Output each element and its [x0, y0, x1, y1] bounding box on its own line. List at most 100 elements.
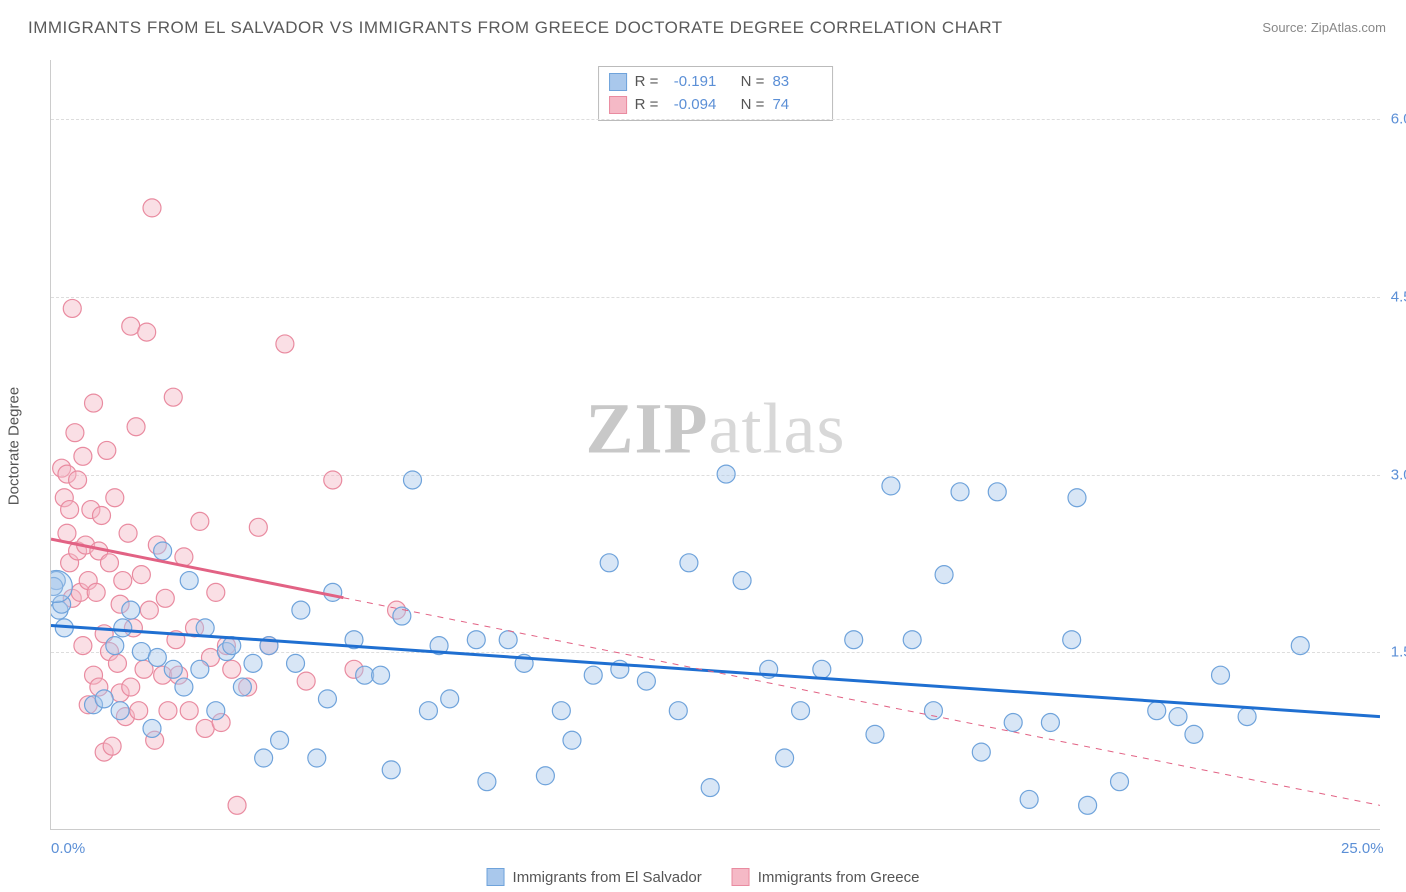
data-point: [903, 631, 921, 649]
data-point: [393, 607, 411, 625]
data-point: [87, 583, 105, 601]
data-point: [122, 317, 140, 335]
data-point: [223, 660, 241, 678]
data-point: [138, 323, 156, 341]
data-point: [228, 796, 246, 814]
data-point: [164, 388, 182, 406]
legend-swatch: [487, 868, 505, 886]
data-point: [196, 719, 214, 737]
data-point: [58, 524, 76, 542]
data-point: [1238, 708, 1256, 726]
data-point: [1169, 708, 1187, 726]
data-point: [156, 589, 174, 607]
data-point: [249, 518, 267, 536]
data-point: [536, 767, 554, 785]
data-point: [1063, 631, 1081, 649]
data-point: [680, 554, 698, 572]
data-point: [701, 779, 719, 797]
data-point: [552, 702, 570, 720]
data-point: [180, 702, 198, 720]
data-point: [207, 702, 225, 720]
chart-title: IMMIGRANTS FROM EL SALVADOR VS IMMIGRANT…: [28, 18, 1003, 38]
data-point: [717, 465, 735, 483]
data-point: [324, 471, 342, 489]
data-point: [233, 678, 251, 696]
data-point: [813, 660, 831, 678]
data-point: [600, 554, 618, 572]
data-point: [467, 631, 485, 649]
data-point: [792, 702, 810, 720]
legend-item: Immigrants from Greece: [732, 868, 920, 886]
legend-item: Immigrants from El Salvador: [487, 868, 702, 886]
data-point: [103, 737, 121, 755]
data-point: [403, 471, 421, 489]
y-tick-label: 4.5%: [1391, 288, 1406, 305]
data-point: [119, 524, 137, 542]
data-point: [1079, 796, 1097, 814]
data-point: [74, 637, 92, 655]
y-tick-label: 3.0%: [1391, 466, 1406, 483]
data-point: [122, 601, 140, 619]
data-point: [159, 702, 177, 720]
data-point: [866, 725, 884, 743]
data-point: [114, 619, 132, 637]
data-point: [318, 690, 336, 708]
y-axis-label: Doctorate Degree: [6, 387, 23, 505]
data-point: [95, 690, 113, 708]
data-point: [93, 506, 111, 524]
data-point: [419, 702, 437, 720]
data-point: [175, 678, 193, 696]
data-point: [271, 731, 289, 749]
data-point: [1291, 637, 1309, 655]
data-point: [207, 583, 225, 601]
series-legend: Immigrants from El Salvador Immigrants fr…: [487, 868, 920, 886]
data-point: [106, 637, 124, 655]
source-link[interactable]: ZipAtlas.com: [1311, 20, 1386, 35]
data-point: [382, 761, 400, 779]
data-point: [478, 773, 496, 791]
y-tick-label: 1.5%: [1391, 644, 1406, 661]
data-point: [287, 654, 305, 672]
data-point: [1041, 714, 1059, 732]
data-point: [191, 512, 209, 530]
x-tick-label: 0.0%: [51, 840, 85, 857]
data-point: [108, 654, 126, 672]
legend-swatch: [732, 868, 750, 886]
data-point: [143, 199, 161, 217]
data-point: [669, 702, 687, 720]
data-point: [1020, 790, 1038, 808]
data-point: [776, 749, 794, 767]
data-point: [111, 702, 129, 720]
data-point: [372, 666, 390, 684]
data-point: [191, 660, 209, 678]
data-point: [98, 441, 116, 459]
data-point: [882, 477, 900, 495]
data-point: [66, 424, 84, 442]
data-point: [63, 299, 81, 317]
scatter-svg: [51, 60, 1380, 829]
x-tick-label: 25.0%: [1341, 840, 1384, 857]
data-point: [1148, 702, 1166, 720]
data-point: [69, 471, 87, 489]
data-point: [935, 566, 953, 584]
data-point: [132, 643, 150, 661]
data-point: [114, 572, 132, 590]
data-point: [845, 631, 863, 649]
source-attribution: Source: ZipAtlas.com: [1262, 20, 1386, 35]
legend-series-name: Immigrants from El Salvador: [513, 869, 702, 886]
data-point: [140, 601, 158, 619]
data-point: [356, 666, 374, 684]
data-point: [584, 666, 602, 684]
data-point: [499, 631, 517, 649]
data-point: [255, 749, 273, 767]
data-point: [972, 743, 990, 761]
data-point: [143, 719, 161, 737]
data-point: [988, 483, 1006, 501]
data-point: [130, 702, 148, 720]
data-point: [951, 483, 969, 501]
trend-line-extrapolated: [343, 598, 1380, 806]
data-point: [297, 672, 315, 690]
data-point: [637, 672, 655, 690]
plot-area: ZIPatlas R =-0.191 N =83R =-0.094 N =74 …: [50, 60, 1380, 830]
data-point: [106, 489, 124, 507]
